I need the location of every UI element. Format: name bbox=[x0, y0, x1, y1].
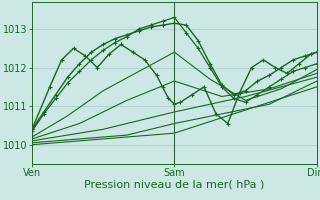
X-axis label: Pression niveau de la mer( hPa ): Pression niveau de la mer( hPa ) bbox=[84, 180, 265, 190]
